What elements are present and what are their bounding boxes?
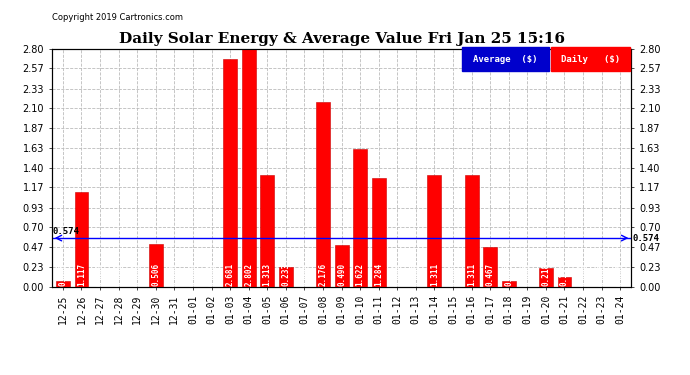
Text: 0.467: 0.467 [486, 263, 495, 286]
Bar [260, 175, 274, 287]
Bar [353, 149, 367, 287]
Text: 0.000: 0.000 [114, 263, 123, 286]
Text: 0.218: 0.218 [542, 263, 551, 286]
Text: 1.622: 1.622 [355, 263, 364, 286]
Text: 0.114: 0.114 [560, 263, 569, 286]
Text: 0.065: 0.065 [504, 263, 513, 286]
Text: 0.000: 0.000 [207, 263, 216, 286]
Text: 2.176: 2.176 [319, 263, 328, 286]
Text: 0.000: 0.000 [300, 263, 309, 286]
Text: 0.000: 0.000 [448, 263, 457, 286]
Bar [483, 247, 497, 287]
Bar [279, 267, 293, 287]
Text: 0.066: 0.066 [59, 263, 68, 286]
Text: 0.000: 0.000 [393, 263, 402, 286]
Text: 0.000: 0.000 [95, 263, 105, 286]
Text: Copyright 2019 Cartronics.com: Copyright 2019 Cartronics.com [52, 13, 183, 22]
Text: 0.000: 0.000 [578, 263, 588, 286]
Bar [372, 178, 386, 287]
Text: 2.802: 2.802 [244, 263, 253, 286]
Bar [241, 49, 255, 287]
Text: 1.313: 1.313 [263, 263, 272, 286]
Title: Daily Solar Energy & Average Value Fri Jan 25 15:16: Daily Solar Energy & Average Value Fri J… [119, 32, 564, 46]
Text: 0.574: 0.574 [633, 234, 660, 243]
Bar [316, 102, 330, 287]
Text: 0.574: 0.574 [52, 226, 79, 236]
Bar [539, 268, 553, 287]
Text: 0.000: 0.000 [188, 263, 197, 286]
Text: 0.000: 0.000 [132, 263, 141, 286]
Bar [428, 176, 442, 287]
Bar [149, 244, 163, 287]
Bar [502, 281, 515, 287]
Bar [56, 281, 70, 287]
Text: 1.284: 1.284 [374, 263, 383, 286]
Bar [75, 192, 88, 287]
Text: 0.000: 0.000 [411, 263, 420, 286]
Text: 0.233: 0.233 [282, 263, 290, 286]
Text: 0.000: 0.000 [523, 263, 532, 286]
Text: 1.117: 1.117 [77, 263, 86, 286]
Bar [464, 176, 479, 287]
Text: 0.506: 0.506 [151, 263, 160, 286]
Text: 2.681: 2.681 [226, 263, 235, 286]
Bar [558, 277, 571, 287]
Text: 0.000: 0.000 [170, 263, 179, 286]
Text: Daily   ($): Daily ($) [561, 55, 620, 63]
Text: 0.000: 0.000 [597, 263, 606, 286]
Bar [335, 245, 348, 287]
Text: 1.311: 1.311 [430, 263, 439, 286]
Bar [223, 59, 237, 287]
Text: 0.490: 0.490 [337, 263, 346, 286]
Text: 1.311: 1.311 [467, 263, 476, 286]
Text: 0.000: 0.000 [615, 263, 624, 286]
Text: Average  ($): Average ($) [473, 55, 538, 63]
